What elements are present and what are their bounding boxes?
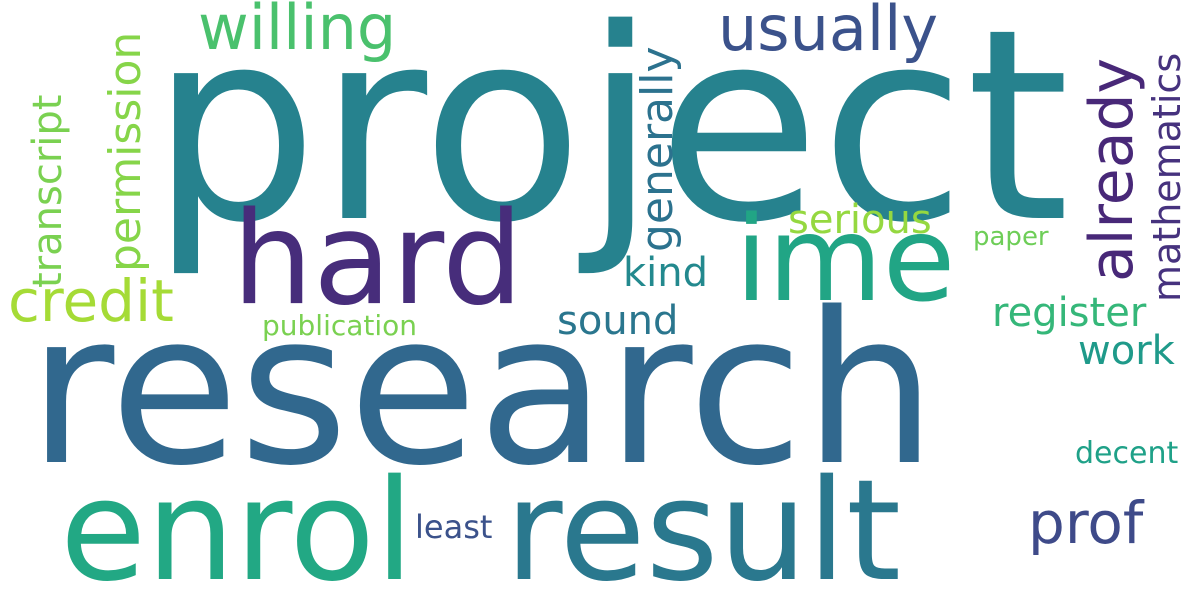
word-paper: paper: [973, 222, 1049, 252]
word-project: project: [150, 0, 1070, 281]
word-serious: serious: [788, 197, 932, 243]
word-least: least: [415, 508, 493, 546]
word-publication: publication: [262, 309, 418, 342]
word-research: research: [28, 267, 937, 512]
word-enrol: enrol: [60, 450, 414, 600]
word-usually: usually: [718, 0, 939, 65]
word-kind: kind: [623, 250, 709, 296]
word-mathematics: mathematics: [1145, 52, 1189, 302]
word-sound: sound: [557, 298, 679, 344]
word-hard: hard: [232, 185, 524, 334]
word-work: work: [1078, 328, 1175, 374]
word-willing: willing: [198, 0, 397, 64]
word-prof: prof: [1028, 489, 1144, 557]
word-credit: credit: [8, 267, 174, 335]
word-already: already: [1077, 57, 1147, 282]
word-ime: ime: [735, 190, 956, 328]
word-register: register: [992, 290, 1147, 336]
word-decent: decent: [1075, 436, 1179, 471]
word-permission: permission: [100, 31, 151, 272]
word-result: result: [505, 450, 902, 600]
word-transcript: transcript: [25, 94, 71, 288]
word-generally: generally: [632, 46, 683, 253]
